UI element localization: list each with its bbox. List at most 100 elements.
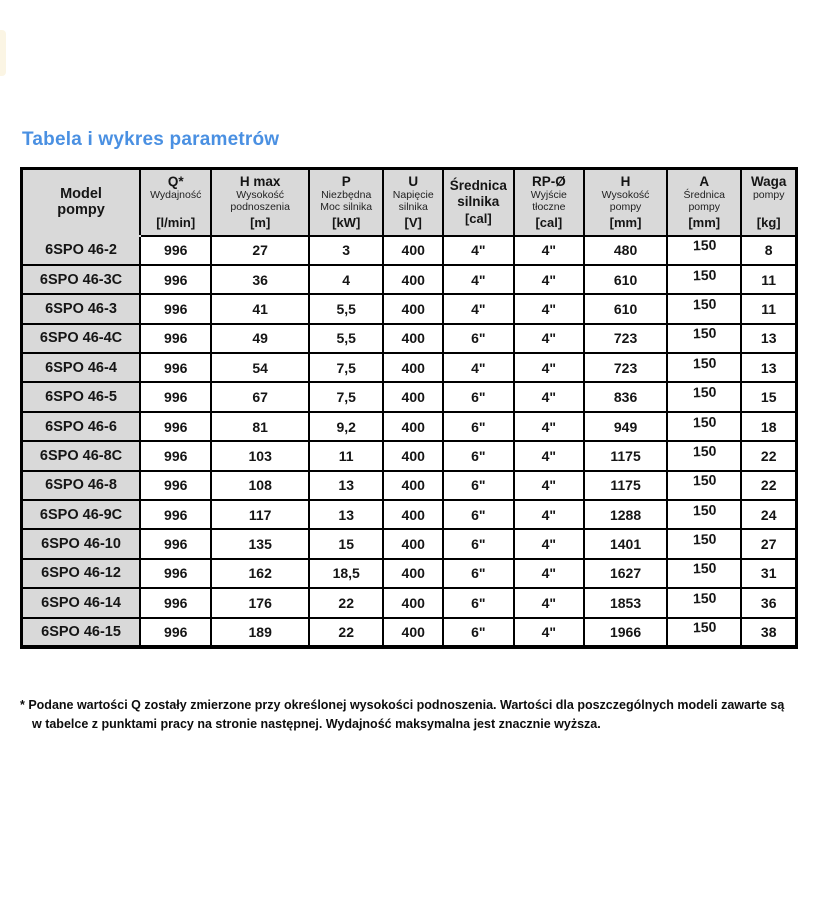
cell-value: 6"	[471, 536, 486, 553]
value-cell-q: 996	[139, 322, 213, 355]
value-cell-p: 15	[307, 528, 385, 560]
value-cell-h: 836	[583, 381, 669, 413]
value-cell-motor_dia: 6"	[442, 440, 515, 472]
cell-value: 4"	[471, 271, 486, 288]
value-cell-outlet: 4"	[512, 557, 586, 590]
table-row: 6SPO 46-3 996 41 5,5 400 4" 4" 610 150 11	[20, 293, 798, 325]
table-header: Model pompy Q* Wydajność [l/min] H max W…	[20, 167, 798, 237]
cell-value: 54	[252, 359, 268, 376]
model-cell: 6SPO 46-14	[20, 587, 142, 619]
column-header-label: Model pompy	[57, 185, 105, 218]
value-cell-u: 400	[382, 322, 445, 355]
value-cell-motor_dia: 6"	[442, 528, 515, 560]
cell-value: 4"	[541, 594, 557, 611]
model-cell: 6SPO 46-8C	[20, 440, 142, 472]
table-header-row: Model pompy Q* Wydajność [l/min] H max W…	[20, 167, 798, 237]
page-title: Tabela i wykres parametrów	[22, 128, 280, 150]
value-cell-outlet: 4"	[512, 440, 586, 472]
column-header-p: P Niezbędna Moc silnika [kW]	[307, 167, 385, 237]
cell-value: 400	[401, 477, 425, 494]
cell-value: 150	[692, 589, 717, 607]
value-cell-q: 996	[139, 528, 213, 560]
value-cell-p: 13	[307, 469, 385, 502]
value-cell-p: 11	[307, 440, 385, 472]
column-header-motor-diameter: Średnica silnika [cal]	[442, 167, 515, 237]
cell-value: 11	[338, 447, 354, 464]
value-cell-h: 1175	[583, 440, 669, 472]
value-cell-motor_dia: 6"	[442, 587, 515, 619]
value-cell-hmax: 162	[210, 557, 310, 590]
parameters-table: Model pompy Q* Wydajność [l/min] H max W…	[20, 167, 798, 649]
value-cell-a: 150	[666, 499, 743, 531]
cell-value: 4"	[541, 242, 557, 259]
model-cell: 6SPO 46-8	[20, 469, 142, 502]
cell-value: 400	[401, 359, 425, 376]
value-cell-u: 400	[382, 528, 445, 560]
page-edge-artifact	[0, 30, 6, 76]
value-cell-waga: 11	[740, 263, 798, 296]
cell-value: 400	[401, 565, 425, 582]
cell-value: 4"	[541, 389, 557, 406]
value-cell-hmax: 117	[210, 499, 310, 531]
cell-value: 27	[252, 242, 268, 259]
cell-value: 996	[164, 418, 188, 435]
value-cell-waga: 31	[740, 557, 798, 590]
cell-value: 949	[613, 418, 638, 435]
value-cell-waga: 36	[740, 587, 798, 619]
column-header-unit: [m]	[250, 215, 271, 230]
value-cell-q: 996	[139, 263, 213, 296]
value-cell-hmax: 189	[210, 616, 310, 648]
value-cell-q: 996	[139, 381, 213, 413]
parameters-table-wrap: Model pompy Q* Wydajność [l/min] H max W…	[20, 167, 798, 649]
cell-value: 27	[760, 536, 777, 553]
cell-value: 4"	[541, 506, 557, 523]
cell-value: 7,5	[336, 359, 356, 376]
cell-value: 6"	[471, 418, 486, 435]
value-cell-motor_dia: 6"	[442, 499, 515, 531]
cell-value: 6SPO 46-3	[45, 300, 117, 317]
cell-value: 13	[760, 359, 777, 376]
value-cell-hmax: 176	[210, 587, 310, 619]
table-row: 6SPO 46-15 996 189 22 400 6" 4" 1966 150 38	[20, 616, 798, 648]
cell-value: 11	[761, 271, 777, 288]
value-cell-a: 150	[666, 234, 743, 266]
value-cell-p: 4	[307, 263, 385, 296]
value-cell-u: 400	[382, 557, 445, 590]
value-cell-u: 400	[382, 616, 445, 648]
cell-value: 3	[342, 242, 351, 259]
model-cell: 6SPO 46-6	[20, 410, 142, 443]
value-cell-a: 150	[666, 352, 743, 384]
column-header-unit: [cal]	[535, 215, 563, 230]
value-cell-motor_dia: 4"	[442, 263, 515, 296]
value-cell-a: 150	[666, 469, 743, 502]
value-cell-outlet: 4"	[512, 616, 586, 648]
table-row: 6SPO 46-9C 996 117 13 400 6" 4" 1288 150 24	[20, 499, 798, 531]
column-header-unit: [mm]	[609, 215, 642, 230]
column-header-unit: [cal]	[464, 210, 492, 226]
value-cell-a: 150	[666, 381, 743, 413]
value-cell-outlet: 4"	[512, 587, 586, 619]
cell-value: 15	[760, 389, 777, 406]
value-cell-u: 400	[382, 469, 445, 502]
value-cell-outlet: 4"	[512, 322, 586, 355]
table-row: 6SPO 46-8 996 108 13 400 6" 4" 1175 150 22	[20, 469, 798, 502]
cell-value: 400	[401, 300, 425, 317]
cell-value: 24	[760, 506, 777, 523]
cell-value: 117	[248, 506, 272, 523]
value-cell-q: 996	[139, 616, 213, 648]
value-cell-outlet: 4"	[512, 499, 586, 531]
cell-value: 18,5	[332, 565, 360, 582]
column-header-outlet: RP-Ø Wyjście tłoczne [cal]	[512, 167, 586, 237]
cell-value: 1401	[609, 536, 642, 553]
value-cell-q: 996	[139, 469, 213, 502]
value-cell-h: 723	[583, 322, 669, 355]
value-cell-h: 1401	[583, 528, 669, 560]
cell-value: 1627	[609, 565, 642, 582]
cell-value: 5,5	[336, 300, 356, 317]
cell-value: 162	[248, 565, 272, 582]
value-cell-waga: 22	[740, 469, 798, 502]
value-cell-q: 996	[139, 410, 213, 443]
cell-value: 1853	[609, 594, 642, 611]
cell-value: 4"	[541, 418, 557, 435]
value-cell-u: 400	[382, 499, 445, 531]
